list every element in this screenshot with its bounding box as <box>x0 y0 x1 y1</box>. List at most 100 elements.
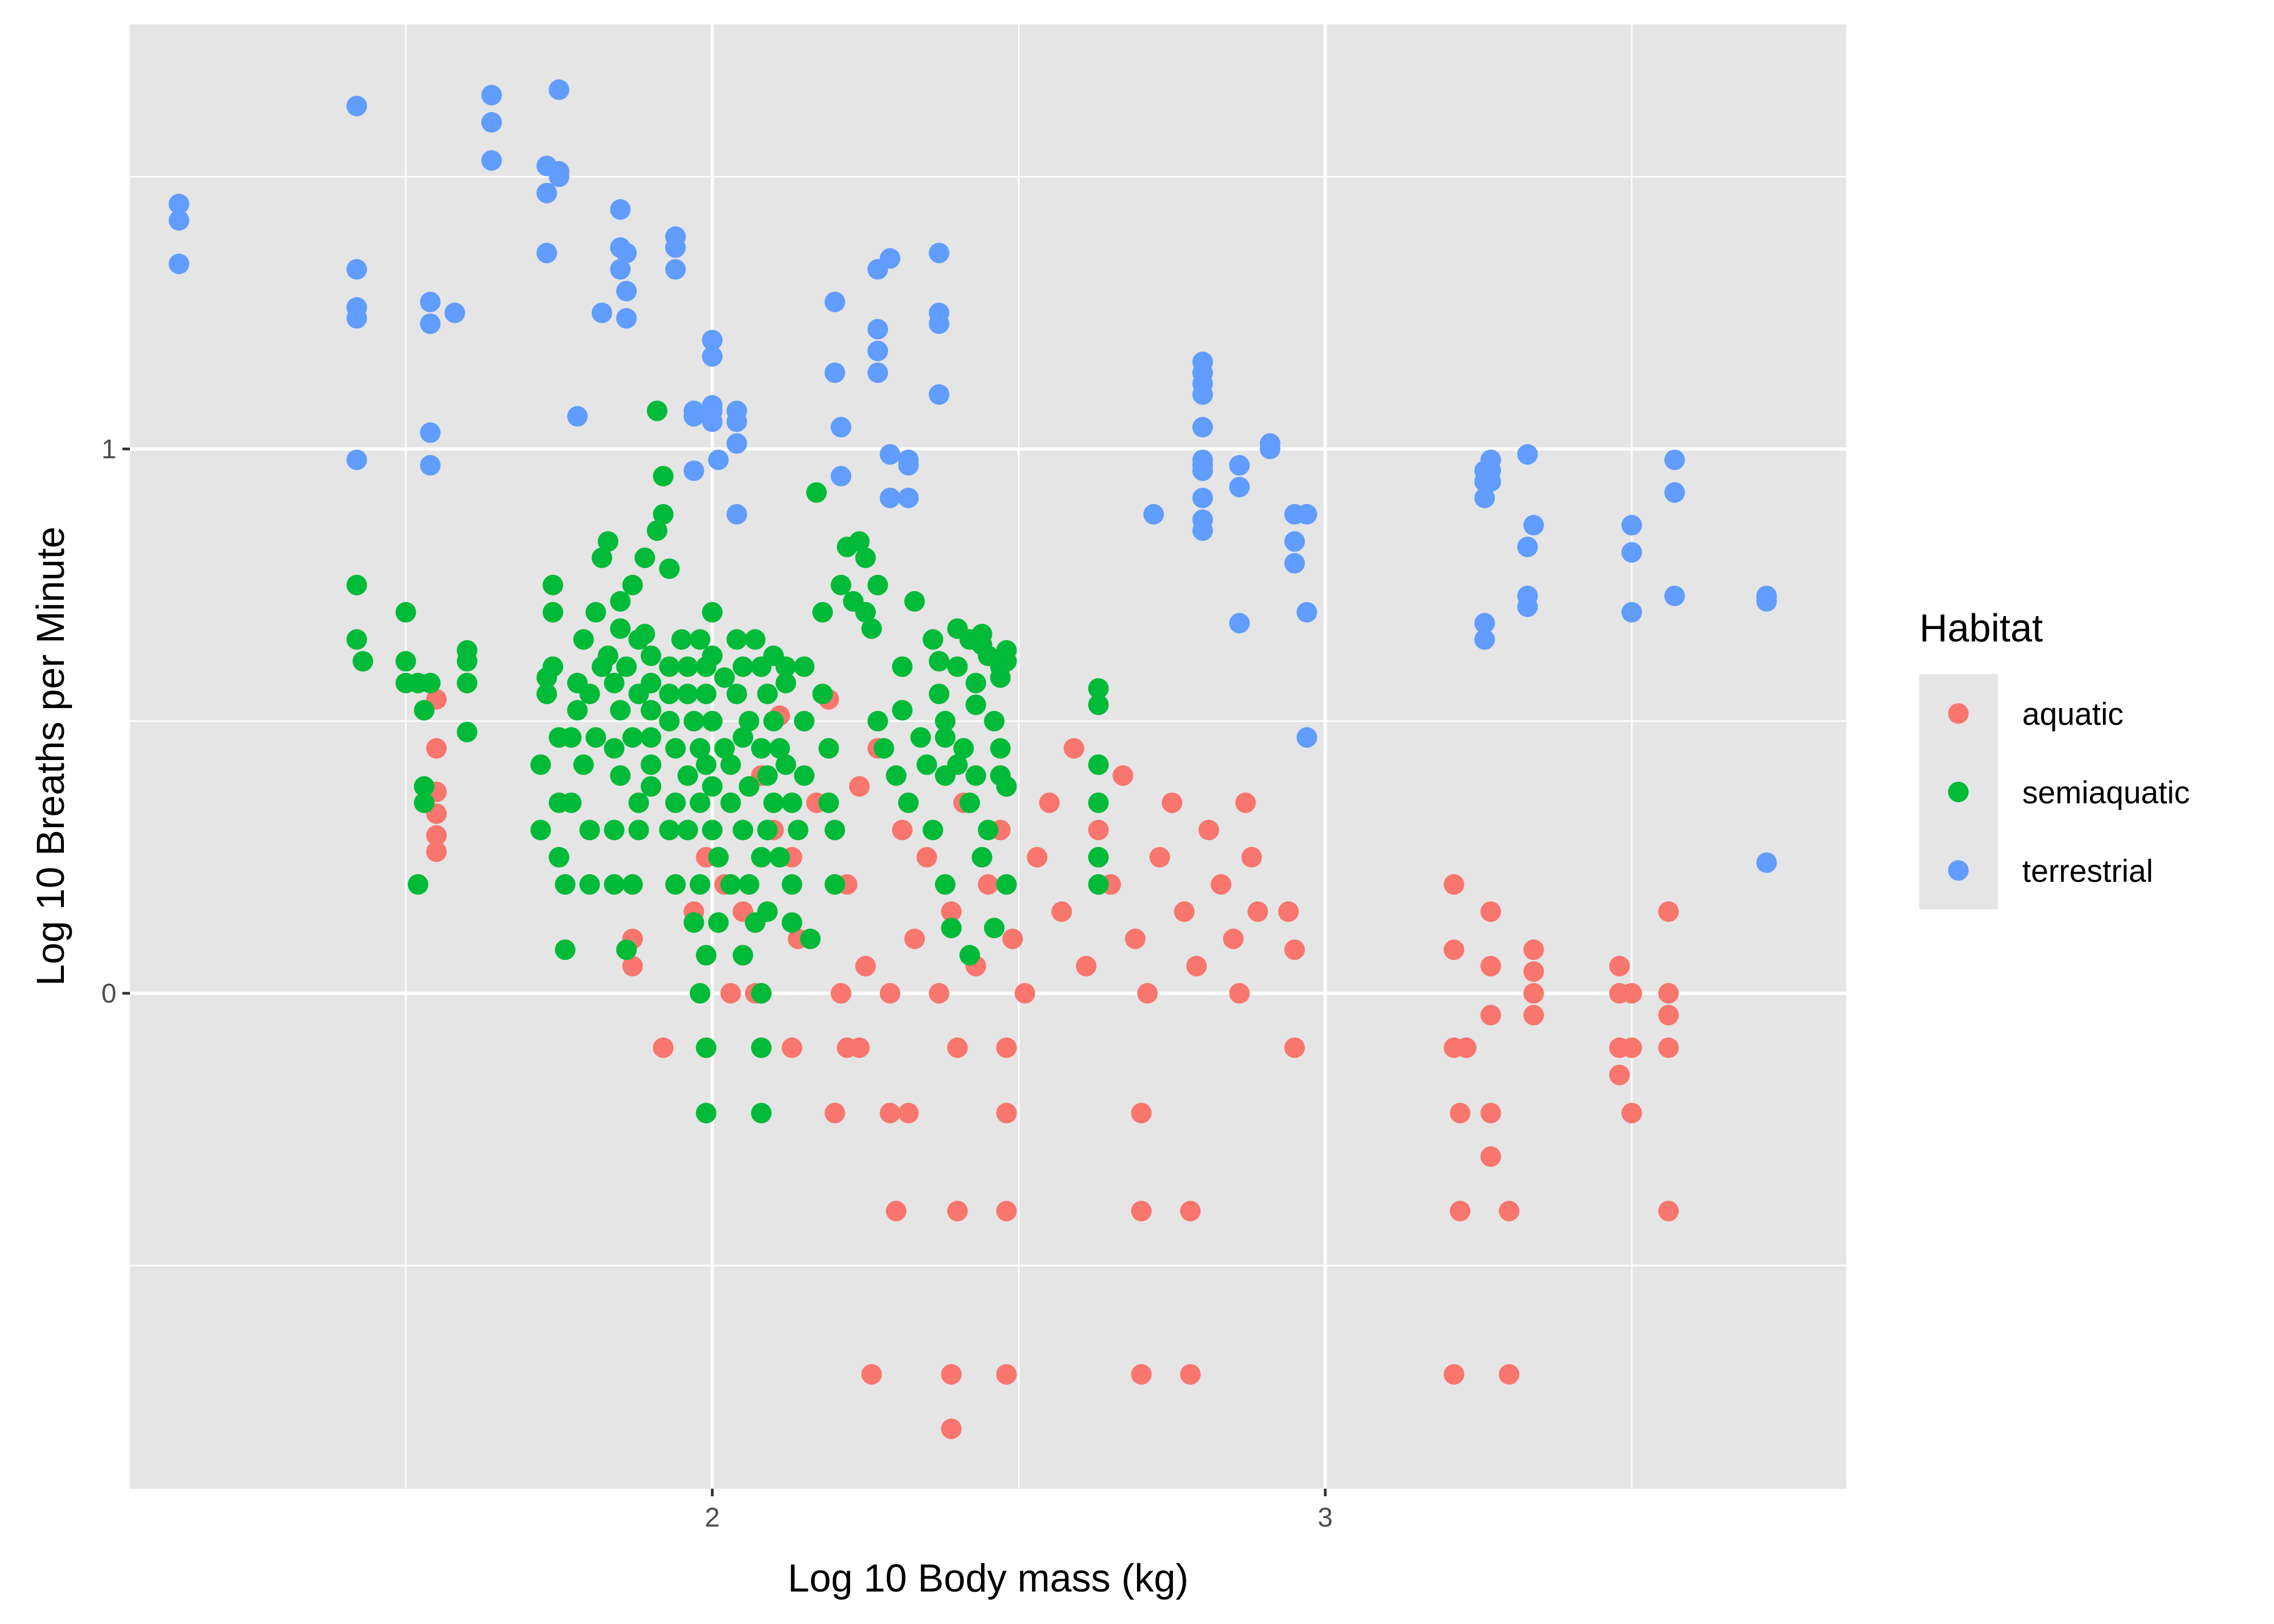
data-point-semiaquatic <box>720 754 741 775</box>
legend-title: Habitat <box>1919 607 2043 650</box>
data-point-aquatic <box>1131 1364 1152 1385</box>
data-point-aquatic <box>1174 901 1195 922</box>
data-point-semiaquatic <box>635 547 655 568</box>
data-point-semiaquatic <box>622 874 643 895</box>
data-point-semiaquatic <box>812 602 833 623</box>
data-point-aquatic <box>996 1037 1017 1058</box>
data-point-semiaquatic <box>720 792 741 813</box>
data-point-semiaquatic <box>708 912 729 933</box>
data-point-terrestrial <box>824 362 845 383</box>
y-tick-label: 0 <box>101 978 116 1009</box>
data-point-aquatic <box>1247 901 1269 922</box>
data-point-terrestrial <box>610 259 631 280</box>
data-point-terrestrial <box>929 313 950 335</box>
data-point-aquatic <box>941 1418 962 1439</box>
data-point-semiaquatic <box>610 618 631 639</box>
data-point-terrestrial <box>1664 449 1685 470</box>
data-point-semiaquatic <box>751 1103 772 1124</box>
data-point-semiaquatic <box>867 574 888 595</box>
data-point-terrestrial <box>481 84 502 106</box>
data-point-terrestrial <box>168 193 190 214</box>
data-point-aquatic <box>1443 1364 1465 1385</box>
data-point-aquatic <box>1235 792 1256 813</box>
data-point-aquatic <box>904 928 925 949</box>
data-point-terrestrial <box>1621 602 1642 623</box>
data-point-terrestrial <box>1192 520 1213 541</box>
data-point-semiaquatic <box>941 918 962 939</box>
data-point-semiaquatic <box>585 602 606 623</box>
data-point-semiaquatic <box>757 683 778 704</box>
data-point-semiaquatic <box>916 754 937 775</box>
data-point-terrestrial <box>481 150 502 171</box>
data-point-semiaquatic <box>959 945 981 966</box>
data-point-semiaquatic <box>886 765 907 786</box>
data-point-terrestrial <box>1284 553 1305 574</box>
data-point-semiaquatic <box>641 754 662 775</box>
data-point-semiaquatic <box>757 901 778 922</box>
data-point-semiaquatic <box>456 722 478 743</box>
data-point-semiaquatic <box>935 727 956 748</box>
data-point-semiaquatic <box>585 727 606 748</box>
data-point-semiaquatic <box>806 482 827 503</box>
data-point-semiaquatic <box>1088 792 1109 813</box>
data-point-aquatic <box>1180 1201 1201 1222</box>
data-point-semiaquatic <box>456 672 478 693</box>
data-point-aquatic <box>1621 1103 1642 1124</box>
data-point-semiaquatic <box>677 820 698 841</box>
data-point-terrestrial <box>831 417 852 438</box>
data-point-aquatic <box>1241 847 1262 868</box>
data-point-semiaquatic <box>702 645 723 666</box>
data-point-terrestrial <box>168 253 190 274</box>
data-point-semiaquatic <box>689 738 710 759</box>
data-point-terrestrial <box>867 319 888 340</box>
data-point-aquatic <box>1063 738 1084 759</box>
data-point-terrestrial <box>1284 531 1305 552</box>
data-point-terrestrial <box>1517 536 1538 558</box>
data-point-semiaquatic <box>1088 754 1109 775</box>
y-axis-title: Log 10 Breaths per Minute <box>29 527 73 986</box>
data-point-aquatic <box>1658 901 1679 922</box>
data-point-terrestrial <box>879 487 900 508</box>
data-point-terrestrial <box>879 444 900 465</box>
data-point-aquatic <box>1523 983 1544 1004</box>
data-point-semiaquatic <box>861 618 882 639</box>
data-point-semiaquatic <box>751 738 772 759</box>
series-terrestrial <box>168 79 1777 873</box>
data-point-semiaquatic <box>591 547 612 568</box>
data-point-terrestrial <box>898 487 919 508</box>
data-point-semiaquatic <box>904 591 925 612</box>
data-point-semiaquatic <box>898 792 919 813</box>
data-point-terrestrial <box>1143 504 1164 525</box>
data-point-semiaquatic <box>733 820 754 841</box>
data-point-semiaquatic <box>971 847 992 868</box>
data-point-aquatic <box>996 1201 1017 1222</box>
data-point-semiaquatic <box>616 939 637 960</box>
data-point-semiaquatic <box>965 672 986 693</box>
data-point-semiaquatic <box>696 945 717 966</box>
data-point-semiaquatic <box>1088 678 1109 699</box>
data-point-semiaquatic <box>733 945 754 966</box>
data-point-aquatic <box>996 1103 1017 1124</box>
data-point-terrestrial <box>879 248 900 269</box>
data-point-semiaquatic <box>775 656 796 677</box>
data-point-terrestrial <box>548 79 570 100</box>
data-point-semiaquatic <box>573 754 594 775</box>
data-point-aquatic <box>1284 1037 1305 1058</box>
legend-key-aquatic <box>1948 703 1969 724</box>
data-point-semiaquatic <box>414 776 435 797</box>
data-point-semiaquatic <box>543 602 564 623</box>
data-point-aquatic <box>1480 1146 1501 1167</box>
data-point-semiaquatic <box>604 738 625 759</box>
data-point-aquatic <box>1658 1201 1679 1222</box>
data-point-semiaquatic <box>616 656 637 677</box>
data-point-aquatic <box>929 983 950 1004</box>
data-point-semiaquatic <box>855 547 876 568</box>
data-point-semiaquatic <box>849 531 870 552</box>
data-point-terrestrial <box>867 362 888 383</box>
data-point-semiaquatic <box>641 645 662 666</box>
data-point-semiaquatic <box>996 776 1017 797</box>
data-point-semiaquatic <box>739 711 760 732</box>
data-point-semiaquatic <box>757 820 778 841</box>
data-point-semiaquatic <box>788 820 809 841</box>
data-point-semiaquatic <box>652 504 674 525</box>
